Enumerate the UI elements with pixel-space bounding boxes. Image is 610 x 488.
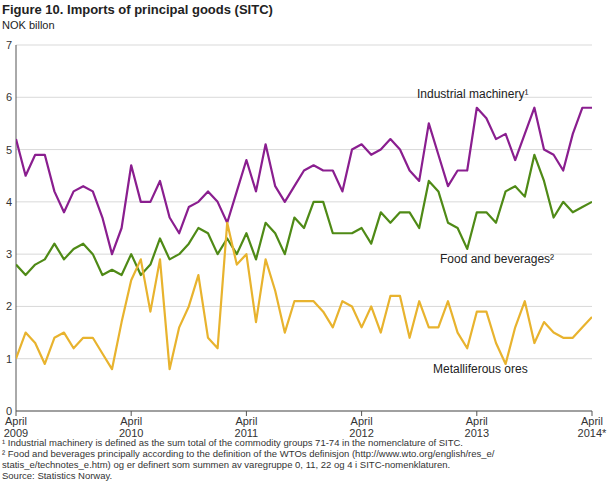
x-axis <box>16 411 592 412</box>
plot-area <box>16 108 592 369</box>
footnote: ² Food and beverages principally accordi… <box>2 448 495 459</box>
grid-line <box>16 45 592 46</box>
x-tick-label: April2011 <box>235 415 259 439</box>
grid-line <box>16 358 592 359</box>
grid-line <box>16 411 592 412</box>
footnote: ¹ Industrial machinery is defined as the… <box>2 437 463 448</box>
y-tick-label: 3 <box>6 248 12 260</box>
y-tick-label: 6 <box>6 91 12 103</box>
series-label: Food and beverages² <box>440 252 554 266</box>
grid-line <box>16 149 592 150</box>
grid-line <box>16 201 592 202</box>
y-tick-label: 5 <box>6 144 12 156</box>
x-tick-label: April2009 <box>4 415 28 439</box>
x-tick-label: April2014* <box>578 415 607 439</box>
y-tick-label: 7 <box>6 39 12 51</box>
x-tick-label: April2010 <box>119 415 143 439</box>
subtitle: NOK billon <box>2 19 55 31</box>
y-tick-label: 4 <box>6 196 12 208</box>
footnote: Source: Statistics Norway. <box>2 470 112 481</box>
y-tick-label: 1 <box>6 353 12 365</box>
chart: Figure 10. Imports of principal goods (S… <box>0 0 610 488</box>
grid-line <box>16 306 592 307</box>
footnote: statis_e/technotes_e.htm) og er definert… <box>2 459 450 470</box>
series-label: Industrial machinery¹ <box>417 87 528 101</box>
series-line <box>16 223 592 369</box>
x-tick-label: April2012 <box>349 415 373 439</box>
y-tick-label: 2 <box>6 300 12 312</box>
series-line <box>16 108 592 254</box>
title: Figure 10. Imports of principal goods (S… <box>2 2 273 17</box>
series-line <box>16 155 592 275</box>
x-tick-label: April2013 <box>465 415 489 439</box>
series-label: Metalliferous ores <box>433 362 528 376</box>
